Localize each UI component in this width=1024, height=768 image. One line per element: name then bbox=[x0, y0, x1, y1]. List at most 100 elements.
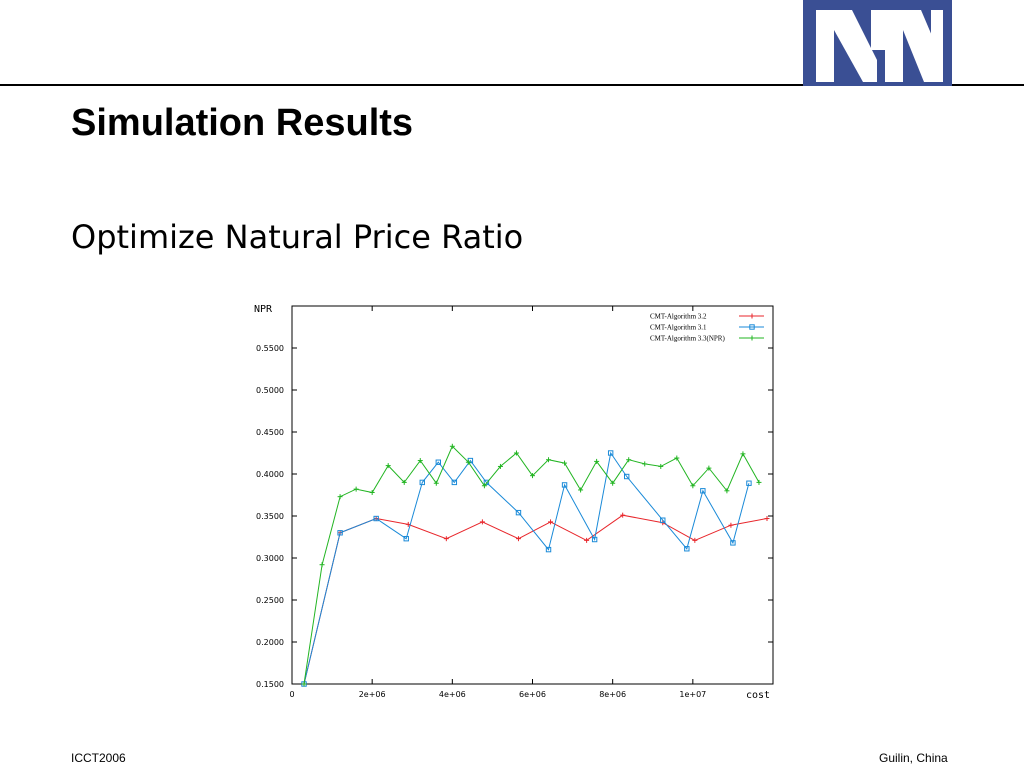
legend-label: CMT-Algorithm 3.3(NPR) bbox=[650, 335, 725, 343]
data-point bbox=[724, 488, 730, 494]
data-point bbox=[660, 517, 666, 523]
data-point bbox=[337, 494, 343, 500]
data-point bbox=[700, 488, 706, 494]
data-point bbox=[591, 536, 598, 543]
data-point bbox=[515, 509, 522, 516]
data-point bbox=[433, 480, 439, 486]
y-tick-label: 0.2000 bbox=[256, 638, 284, 647]
data-point bbox=[545, 546, 552, 553]
data-point bbox=[690, 483, 696, 489]
data-point bbox=[451, 479, 458, 486]
logo-stroke bbox=[834, 10, 877, 82]
y-tick-label: 0.4500 bbox=[256, 428, 284, 437]
data-point bbox=[658, 463, 664, 469]
y-axis-label: NPR bbox=[254, 304, 273, 315]
x-tick-label: 2e+06 bbox=[359, 690, 386, 699]
data-point bbox=[746, 480, 752, 486]
logo-stroke bbox=[931, 10, 943, 82]
logo-stroke bbox=[903, 10, 938, 82]
x-tick-label: 8e+06 bbox=[599, 690, 626, 699]
data-point bbox=[419, 479, 425, 486]
chart-svg: 0.1500 0.2000 0.2500 0.3000 0.3500 0.4000 0.45… bbox=[254, 304, 774, 701]
x-tick-label: 4e+06 bbox=[439, 690, 466, 699]
data-point bbox=[417, 458, 423, 464]
data-point bbox=[607, 450, 614, 456]
data-point bbox=[546, 457, 552, 463]
data-point bbox=[740, 451, 746, 457]
data-point bbox=[353, 486, 359, 492]
x-tick-label: 6e+06 bbox=[519, 690, 546, 699]
data-point bbox=[749, 335, 755, 341]
logo-stroke bbox=[885, 10, 903, 82]
data-point bbox=[497, 463, 503, 469]
y-tick-label: 0.3000 bbox=[256, 554, 284, 563]
npr-chart: 0.1500 0.2000 0.2500 0.3000 0.3500 0.4000 0.45… bbox=[240, 298, 800, 710]
logo-stroke bbox=[816, 10, 834, 82]
data-point bbox=[578, 487, 584, 493]
x-axis-label: cost bbox=[746, 690, 770, 701]
data-point bbox=[749, 313, 755, 319]
data-point bbox=[401, 479, 407, 485]
data-point bbox=[684, 546, 690, 552]
data-point bbox=[319, 562, 325, 568]
data-point bbox=[465, 459, 471, 465]
header-divider bbox=[0, 84, 1024, 86]
data-point bbox=[513, 450, 519, 456]
data-point bbox=[481, 483, 487, 489]
data-point bbox=[562, 460, 568, 466]
data-point bbox=[620, 512, 626, 518]
plot-frame bbox=[291, 305, 774, 685]
data-point bbox=[373, 515, 379, 522]
data-point bbox=[530, 473, 535, 479]
y-axis-ticks: 0.1500 0.2000 0.2500 0.3000 0.3500 0.4000 0.45… bbox=[256, 344, 773, 689]
data-point bbox=[728, 522, 734, 528]
data-point bbox=[584, 537, 590, 543]
logo-stroke bbox=[871, 10, 885, 50]
x-tick-label: 1e+07 bbox=[679, 690, 706, 699]
data-point bbox=[435, 459, 442, 465]
ngn-logo-icon bbox=[803, 0, 952, 86]
footer-conference: ICCT2006 bbox=[71, 751, 126, 765]
series bbox=[301, 443, 762, 687]
chart-legend: CMT-Algorithm 3.2 CMT-Algorithm 3.1 CMT-Al… bbox=[650, 313, 764, 343]
y-tick-label: 0.3500 bbox=[256, 512, 284, 521]
y-tick-label: 0.2500 bbox=[256, 596, 284, 605]
data-point bbox=[756, 479, 762, 485]
data-point bbox=[626, 457, 632, 463]
data-point bbox=[610, 480, 616, 486]
data-point bbox=[385, 463, 391, 469]
data-point bbox=[548, 519, 554, 525]
data-point bbox=[369, 489, 375, 495]
data-point bbox=[515, 536, 521, 542]
data-point bbox=[403, 535, 409, 542]
data-point bbox=[594, 458, 600, 464]
y-tick-label: 0.5500 bbox=[256, 344, 284, 353]
slide-subtitle: Optimize Natural Price Ratio bbox=[71, 218, 524, 256]
data-point bbox=[483, 479, 490, 486]
series-group bbox=[301, 443, 770, 687]
data-point bbox=[561, 482, 568, 488]
legend-label: CMT-Algorithm 3.2 bbox=[650, 313, 707, 321]
x-axis-ticks: 0 2e+06 4e+06 6e+06 8e+06 1e+07 bbox=[289, 306, 706, 699]
data-point bbox=[337, 530, 343, 536]
y-tick-label: 0.1500 bbox=[256, 680, 284, 689]
y-tick-label: 0.5000 bbox=[256, 386, 284, 395]
data-point bbox=[449, 443, 455, 449]
data-point bbox=[730, 540, 736, 546]
series bbox=[301, 450, 752, 687]
data-point bbox=[749, 324, 755, 330]
footer-location: Guilin, China bbox=[879, 751, 948, 765]
data-point bbox=[479, 519, 485, 525]
series-line bbox=[303, 451, 750, 685]
data-point bbox=[692, 537, 698, 543]
slide-title: Simulation Results bbox=[71, 102, 414, 144]
data-point bbox=[642, 461, 648, 467]
data-point bbox=[764, 516, 770, 522]
x-tick-label: 0 bbox=[289, 690, 294, 699]
y-tick-label: 0.4000 bbox=[256, 470, 284, 479]
data-point bbox=[301, 681, 307, 687]
data-point bbox=[443, 536, 449, 542]
data-point bbox=[706, 465, 712, 471]
data-point bbox=[674, 455, 680, 461]
data-point bbox=[623, 473, 630, 480]
